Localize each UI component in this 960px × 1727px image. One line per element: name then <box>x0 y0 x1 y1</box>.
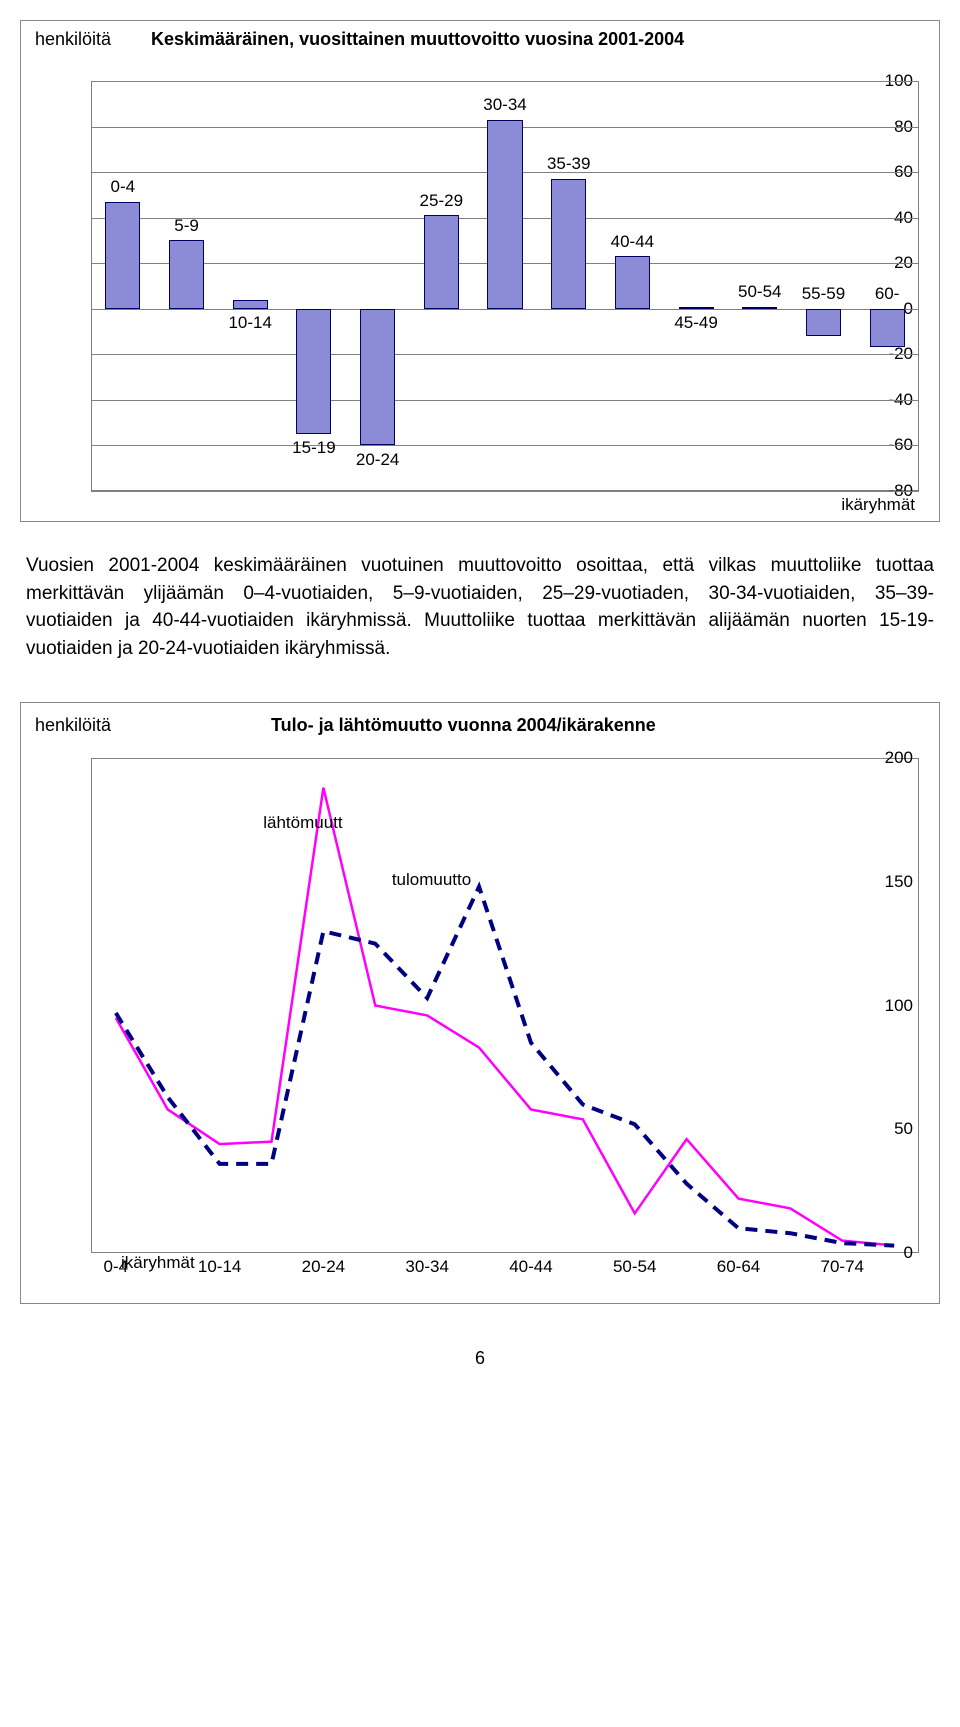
line-chart-svg <box>91 758 919 1253</box>
bar-category-label: 15-19 <box>292 438 335 458</box>
chart-title: Keskimääräinen, vuosittainen muuttovoitt… <box>151 29 684 50</box>
bar <box>806 309 841 336</box>
bar-category-label: 25-29 <box>420 191 463 211</box>
bar-category-label: 30-34 <box>483 95 526 115</box>
bar-category-label: 0-4 <box>111 177 136 197</box>
bar-chart-panel: henkilöitä Keskimääräinen, vuosittainen … <box>20 20 940 522</box>
x-tick-label: 50-54 <box>613 1257 656 1277</box>
legend-outgoing: lähtömuutt <box>263 813 342 833</box>
page-number: 6 <box>20 1348 940 1369</box>
x-tick-label: 40-44 <box>509 1257 552 1277</box>
line-outgoing <box>116 788 894 1246</box>
bar <box>296 309 331 434</box>
x-tick-label: 60-64 <box>717 1257 760 1277</box>
line-chart-panel: henkilöitä Tulo- ja lähtömuutto vuonna 2… <box>20 702 940 1304</box>
bar-category-label: 55-59 <box>802 284 845 304</box>
bar <box>870 309 905 348</box>
x-axis-title: ikäryhmät <box>121 1253 195 1273</box>
x-tick-label: 10-14 <box>198 1257 241 1277</box>
bar-category-label: 35-39 <box>547 154 590 174</box>
bar-category-label: 60- <box>875 284 900 304</box>
bar-category-label: 10-14 <box>228 313 271 333</box>
bar <box>105 202 140 309</box>
bars-container: 0-4 5-9 10-14 15-19 20-24 25-29 30-34 35-39 40-4… <box>91 81 919 491</box>
bar-chart-plot: 100806040200-20-40-60-80 0-45-910-1415-1… <box>91 81 919 491</box>
body-paragraph: Vuosien 2001-2004 keskimääräinen vuotuin… <box>26 552 934 662</box>
bar <box>360 309 395 446</box>
bar-category-label: 40-44 <box>611 232 654 252</box>
chart-title: Tulo- ja lähtömuutto vuonna 2004/ikärake… <box>271 715 656 736</box>
bar <box>233 300 268 309</box>
line-incoming <box>116 887 894 1246</box>
line-chart-plot: 200150100500 0-410-1420-2430-3440-4450-5… <box>91 758 919 1253</box>
x-tick-label: 20-24 <box>302 1257 345 1277</box>
x-tick-label: 70-74 <box>821 1257 864 1277</box>
bar <box>487 120 522 309</box>
y-axis-title: henkilöitä <box>35 715 111 736</box>
legend-incoming: tulomuutto <box>392 870 471 890</box>
bar-category-label: 20-24 <box>356 450 399 470</box>
y-axis-title: henkilöitä <box>35 29 111 50</box>
bar <box>169 240 204 308</box>
bar <box>679 307 714 309</box>
bar <box>615 256 650 308</box>
bar <box>742 307 777 309</box>
bar-category-label: 5-9 <box>174 216 199 236</box>
bar <box>551 179 586 309</box>
bar-category-label: 50-54 <box>738 282 781 302</box>
bar <box>424 215 459 308</box>
bar-category-label: 45-49 <box>674 313 717 333</box>
x-tick-label: 30-34 <box>405 1257 448 1277</box>
grid-line <box>91 491 919 492</box>
x-axis-title: ikäryhmät <box>841 495 915 515</box>
